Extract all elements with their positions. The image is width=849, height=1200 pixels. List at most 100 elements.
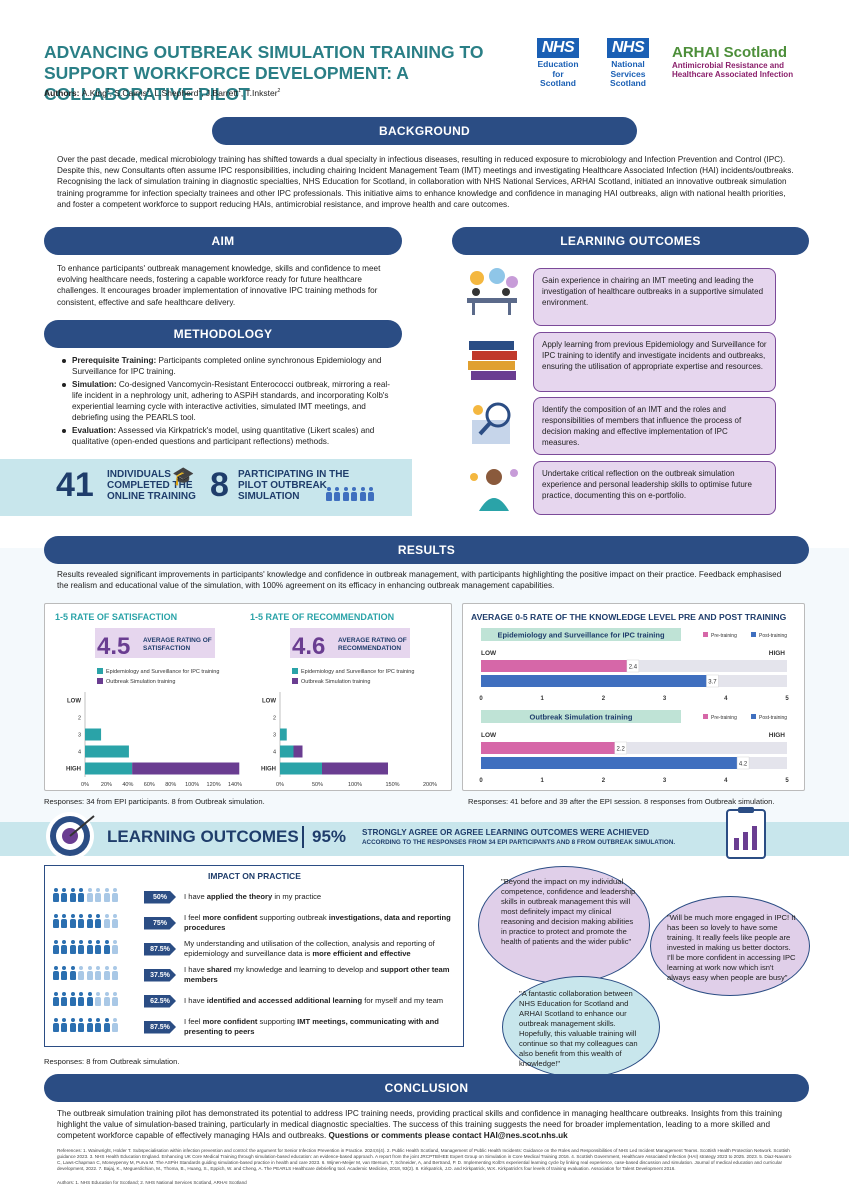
value-label: 2.2 [616,747,625,753]
bar [132,762,240,775]
x-tick: 2 [602,696,606,702]
legend-swatch [751,632,756,637]
books-icon [464,335,524,385]
person-icon [52,887,59,902]
conclusion-body: The outbreak simulation training pilot h… [57,1109,782,1141]
method-text: Participants completed online synchronou… [72,356,382,376]
people-icon [52,913,144,933]
bar [322,762,388,775]
knowledge-chart-panel: AVERAGE 0-5 RATE OF THE KNOWLEDGE LEVEL … [462,603,805,791]
headline-label: AVERAGE RATING OF [338,637,407,644]
method-text: Co-designed Vancomycin-Resistant Enteroc… [72,380,390,422]
chart-title: 1-5 RATE OF RECOMMENDATION [250,612,394,622]
person-icon [112,1017,119,1032]
x-tick: 140% [228,782,242,788]
impact-part: for myself and my team [362,996,444,1005]
group-label-box [481,628,681,641]
author-affiliations: Authors: 1. NHS Education for Scotland; … [57,1180,247,1185]
legend-label: Post-training [759,633,787,639]
logo-line: Education [537,59,579,69]
person-icon [61,965,68,980]
x-tick: 120% [207,782,221,788]
legend-label: Outbreak Simulation training [106,679,175,685]
bar [280,728,287,741]
quote-3: "A fantastic collaboration between NHS E… [502,976,660,1078]
person-icon [52,939,59,954]
legend-swatch [97,668,103,674]
graduation-cap-icon: 🎓 [172,466,195,486]
person-icon [103,939,110,954]
person-icon [78,913,85,928]
x-tick: 0% [276,782,284,788]
lo-banner-divider [302,826,304,848]
legend-label: Epidemiology and Surveillance for IPC tr… [106,669,219,675]
headline-box [95,628,215,658]
person-icon [52,913,59,928]
impact-pct: 37.5% [144,968,176,982]
impact-row: 62.5% I have identified and accessed addi… [52,988,462,1014]
stats-banner [0,459,412,516]
impact-rows: 50% I have applied the theory in my pract… [52,884,462,1040]
poster-title: ADVANCING OUTBREAK SIMULATION TRAINING T… [44,42,484,104]
logo-line: Scotland [610,78,646,88]
x-tick: 20% [101,782,112,788]
learning-outcome-4: Undertake critical reflection on the out… [533,461,776,515]
x-tick: 5 [785,778,789,784]
x-tick: 5 [785,696,789,702]
person-icon [78,991,85,1006]
meeting-illustration-icon [462,268,522,318]
x-tick: 100% [348,782,362,788]
lo-banner-heading: LEARNING OUTCOMES [107,827,299,846]
bar [85,728,102,741]
x-tick: 40% [122,782,133,788]
methodology-item: Simulation: Co-designed Vancomycin-Resis… [60,379,390,423]
target-icon [42,808,98,864]
headline-box [290,628,410,658]
method-label: Prerequisite Training: [72,356,157,365]
person-icon [95,913,102,928]
aim-heading: AIM [44,227,402,255]
methodology-heading: METHODOLOGY [44,320,402,348]
person-icon [112,887,119,902]
aim-text: To enhance participants' outbreak manage… [57,264,381,307]
authors-line: Authors: A.King1, S.Cairns2, L.Shepherd1… [44,88,281,98]
people-group-icon [325,487,376,506]
logo-line: Healthcare Associated Infection [672,70,794,79]
group-label-box [481,710,681,723]
x-tick: 200% [423,782,437,788]
methodology-item: Prerequisite Training: Participants comp… [60,355,390,377]
impact-emphasis: more confident [202,1017,258,1026]
chart-title: AVERAGE 0-5 RATE OF THE KNOWLEDGE LEVEL … [471,612,787,622]
impact-text: I have applied the theory in my practice [184,892,454,902]
x-tick: 1 [541,696,545,702]
person-icon [61,991,68,1006]
method-text: Assessed via Kirkpatrick's model, using … [72,426,375,446]
x-tick: 3 [663,778,667,784]
x-tick: 150% [385,782,399,788]
impact-emphasis: applied the theory [206,892,273,901]
impact-pct: 87.5% [144,942,176,956]
impact-part: supporting outbreak [257,913,329,922]
impact-pct: 87.5% [144,1020,176,1034]
headline-label: RECOMMENDATION [338,645,401,652]
person-icon [95,991,102,1006]
magnifier-icon [464,398,524,448]
people-icon [52,887,144,907]
impact-emphasis: support other team members [184,965,450,984]
legend-label: Pre-training [711,633,737,639]
x-tick: 4 [724,778,728,784]
rating-charts: 1-5 RATE OF SATISFACTION 4.5 AVERAGE RATIN… [55,612,437,788]
bar [481,675,708,687]
people-icon [52,965,144,985]
value-box [706,674,719,688]
person-icon [95,1017,102,1032]
impact-emphasis: investigations, data and reporting proce… [184,913,451,932]
legend-label: Pre-training [711,715,737,721]
person-icon [61,1017,68,1032]
impact-row: 87.5% I feel more confident supporting IM… [52,1014,462,1040]
person-icon [103,965,110,980]
pilot-label: PARTICIPATING IN THE PILOT OUTBREAK SIMU… [238,469,350,502]
impact-part: in my practice [272,892,322,901]
impact-part: I feel [184,913,203,922]
person-icon [86,887,93,902]
